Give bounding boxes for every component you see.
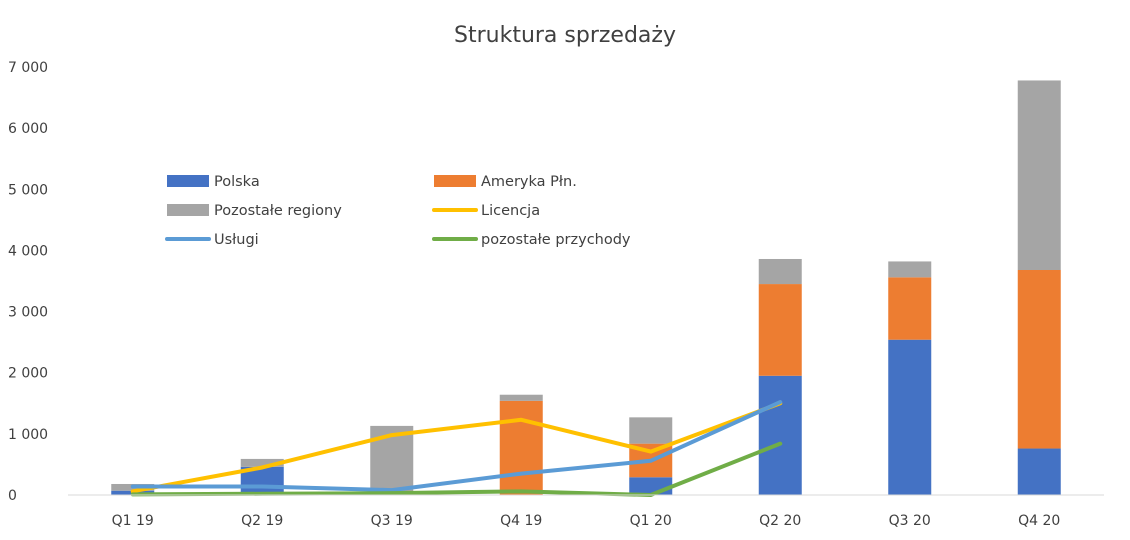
x-tick-label: Q1 19 xyxy=(112,513,154,529)
bar-segment xyxy=(240,458,284,467)
x-tick-label: Q3 20 xyxy=(889,513,931,529)
legend-label: Pozostałe regiony xyxy=(214,203,342,219)
y-tick-label: 2 000 xyxy=(8,366,48,382)
y-tick-label: 5 000 xyxy=(8,182,48,198)
series-line xyxy=(130,441,783,497)
x-tick-label: Q4 19 xyxy=(500,513,542,529)
bar-segment xyxy=(1017,80,1061,270)
legend-label: Ameryka Płn. xyxy=(481,174,577,190)
bar-segment xyxy=(758,375,802,495)
legend-label: Usługi xyxy=(214,232,259,248)
y-tick-label: 6 000 xyxy=(8,121,48,137)
y-tick-label: 0 xyxy=(8,488,17,504)
legend-label: Licencja xyxy=(481,203,540,219)
x-tick-label: Q2 20 xyxy=(759,513,801,529)
y-tick-label: 3 000 xyxy=(8,305,48,321)
chart-title: Struktura sprzedaży xyxy=(454,23,676,48)
legend-swatch xyxy=(434,175,476,187)
bar-segment xyxy=(1017,269,1061,449)
series-line xyxy=(130,400,783,493)
bar-segment xyxy=(1017,448,1061,495)
x-tick-label: Q3 19 xyxy=(371,513,413,529)
lines-layer xyxy=(130,400,783,497)
bar-segment xyxy=(888,339,932,495)
bar-segment xyxy=(758,258,802,285)
bar-segment xyxy=(499,400,543,495)
bar-segment xyxy=(888,261,932,278)
y-tick-label: 4 000 xyxy=(8,243,48,259)
y-tick-label: 1 000 xyxy=(8,427,48,443)
bar-segment xyxy=(758,284,802,376)
legend-label: pozostałe przychody xyxy=(481,232,631,248)
legend-label: Polska xyxy=(214,174,260,190)
y-tick-label: 7 000 xyxy=(8,60,48,76)
bar-segment xyxy=(888,277,932,340)
legend-swatch xyxy=(167,204,209,216)
bars-layer xyxy=(111,80,1061,495)
legend-swatch xyxy=(167,175,209,187)
x-tick-label: Q1 20 xyxy=(630,513,672,529)
bar-segment xyxy=(499,394,543,401)
bar-segment xyxy=(629,417,673,444)
series-line xyxy=(130,401,783,494)
x-tick-label: Q2 19 xyxy=(241,513,283,529)
x-tick-label: Q4 20 xyxy=(1018,513,1060,529)
bar-segment xyxy=(629,477,673,495)
legend: Polska Ameryka Płn. Pozostałe regiony Licen… xyxy=(165,174,631,248)
axis-layer: 0 1 000 2 000 3 000 4 000 5 000 6 000 7 000 Q1 1… xyxy=(8,60,1104,529)
